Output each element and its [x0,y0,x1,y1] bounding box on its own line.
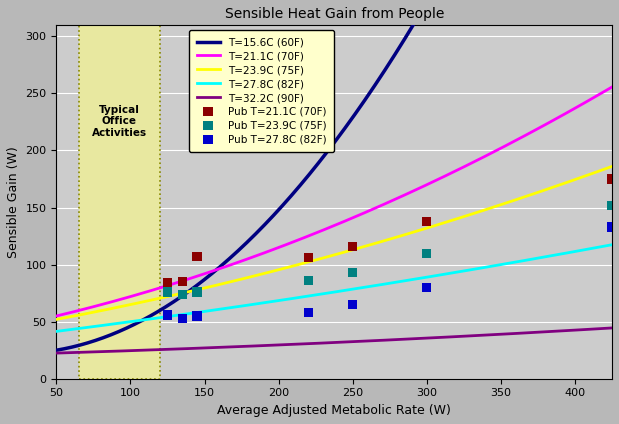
Pub T=27.8C (82F) [192,312,202,319]
T=21.1C (70F) [608,84,616,89]
T=32.2C (90F) [320,340,327,346]
Pub T=21.1C (70F) [163,279,173,286]
Line: T=32.2C (90F): T=32.2C (90F) [56,328,612,353]
Line: T=23.9C (75F): T=23.9C (75F) [56,166,612,319]
Pub T=27.8C (82F) [348,301,358,308]
T=15.6C (60F) [383,64,391,69]
Pub T=21.1C (70F) [192,253,202,260]
T=32.2C (90F) [595,326,602,331]
Pub T=27.8C (82F) [303,309,313,316]
T=32.2C (90F) [53,351,60,356]
T=27.8C (82F) [53,329,60,334]
Title: Sensible Heat Gain from People: Sensible Heat Gain from People [225,7,444,21]
T=27.8C (82F) [383,281,391,286]
T=15.6C (60F) [316,158,324,163]
T=32.2C (90F) [608,325,616,330]
Pub T=21.1C (70F) [348,243,358,250]
T=21.1C (70F) [320,227,327,232]
Line: T=15.6C (60F): T=15.6C (60F) [56,0,612,350]
T=21.1C (70F) [383,200,391,205]
Pub T=21.1C (70F) [303,254,313,261]
Bar [79,25,160,379]
Pub T=23.9C (75F) [192,289,202,296]
T=32.2C (90F) [383,338,391,343]
T=27.8C (82F) [316,292,324,297]
T=23.9C (75F) [608,164,616,169]
Pub T=21.1C (70F) [178,278,188,285]
T=15.6C (60F) [320,154,327,159]
T=23.9C (75F) [53,317,60,322]
Pub T=21.1C (70F) [607,176,617,182]
T=27.8C (82F) [508,260,516,265]
T=32.2C (90F) [353,339,361,344]
T=32.2C (90F) [316,340,324,346]
X-axis label: Average Adjusted Metabolic Rate (W): Average Adjusted Metabolic Rate (W) [217,404,451,417]
Pub T=23.9C (75F) [303,277,313,284]
T=21.1C (70F) [53,313,60,318]
Pub T=23.9C (75F) [163,289,173,296]
Pub T=27.8C (82F) [163,312,173,318]
Pub T=21.1C (70F) [422,218,432,225]
T=15.6C (60F) [53,348,60,353]
Pub T=23.9C (75F) [178,291,188,298]
Line: T=21.1C (70F): T=21.1C (70F) [56,87,612,316]
T=23.9C (75F) [508,198,516,204]
Line: T=27.8C (82F): T=27.8C (82F) [56,245,612,332]
Legend: T=15.6C (60F), T=21.1C (70F), T=23.9C (75F), T=27.8C (82F), T=32.2C (90F), Pub T: T=15.6C (60F), T=21.1C (70F), T=23.9C (7… [189,30,334,152]
T=21.1C (70F) [353,213,361,218]
Pub T=23.9C (75F) [422,250,432,257]
T=27.8C (82F) [595,245,602,250]
Pub T=27.8C (82F) [178,315,188,322]
T=27.8C (82F) [320,291,327,296]
T=23.9C (75F) [595,169,602,174]
T=21.1C (70F) [316,229,324,234]
T=23.9C (75F) [353,246,361,251]
Y-axis label: Sensible Gain (W): Sensible Gain (W) [7,146,20,258]
Pub T=23.9C (75F) [348,269,358,276]
T=23.9C (75F) [316,256,324,261]
Pub T=27.8C (82F) [607,223,617,230]
T=23.9C (75F) [383,237,391,243]
Pub T=23.9C (75F) [607,202,617,209]
T=21.1C (70F) [508,140,516,145]
T=27.8C (82F) [608,242,616,247]
T=23.9C (75F) [320,255,327,260]
T=21.1C (70F) [595,92,602,97]
T=32.2C (90F) [508,331,516,336]
T=15.6C (60F) [353,109,361,114]
T=27.8C (82F) [353,286,361,291]
Pub T=27.8C (82F) [422,284,432,291]
Text: Typical
Office
Activities: Typical Office Activities [92,105,147,138]
